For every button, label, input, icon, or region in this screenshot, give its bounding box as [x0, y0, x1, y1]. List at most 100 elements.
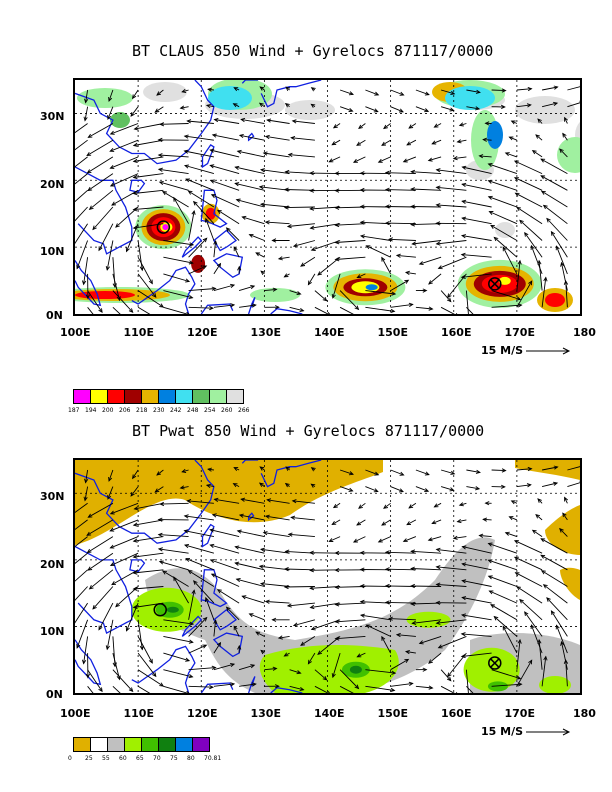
wind-arrowhead — [83, 116, 88, 122]
wind-arrowhead — [428, 685, 434, 690]
panel2-colorbar-swatch-3 — [124, 737, 142, 752]
wind-arrowhead — [84, 98, 89, 104]
wind-arrow — [516, 88, 532, 91]
moist-band-gray — [145, 537, 495, 693]
wind-arrow — [515, 192, 543, 208]
wind-arrowhead — [204, 596, 209, 602]
wind-arrowhead — [322, 296, 328, 302]
wind-arrowhead — [310, 483, 316, 488]
wind-arrow — [505, 532, 518, 538]
wind-arrowhead — [537, 118, 542, 124]
wind-arrow — [184, 515, 214, 521]
wind-arrowhead — [211, 286, 217, 291]
wind-arrowhead — [530, 244, 535, 250]
wind-arrowhead — [260, 270, 266, 275]
wind-arrowhead — [132, 142, 138, 147]
wind-arrowhead — [85, 673, 91, 679]
wind-arrow — [567, 102, 580, 108]
wind-arrow — [540, 158, 568, 174]
wind-arrow — [184, 135, 214, 141]
wind-arrow — [278, 256, 290, 260]
wind-arrowhead — [504, 531, 510, 536]
wind-arrow — [502, 626, 518, 654]
wind-arrow — [89, 189, 114, 210]
wind-arrow — [87, 669, 103, 692]
wind-arrowhead — [188, 674, 194, 679]
wind-arrowhead — [358, 504, 363, 509]
wind-arrowhead — [111, 201, 117, 206]
wind-arrowhead — [461, 182, 467, 187]
wind-arrowhead — [157, 137, 163, 143]
wind-arrow — [284, 586, 315, 588]
wind-arrow — [461, 273, 492, 278]
wind-arrow — [459, 502, 467, 506]
wind-arrowhead — [109, 164, 115, 169]
wind-arrowhead — [517, 638, 522, 644]
wind-arrowhead — [461, 216, 467, 221]
wind-arrowhead — [475, 469, 481, 474]
wind-arrow — [366, 245, 391, 258]
wind-arrow — [87, 552, 114, 571]
wind-arrowhead — [331, 293, 336, 299]
wind-arrow — [540, 554, 568, 571]
wind-arrow — [214, 498, 240, 504]
wind-arrowhead — [535, 134, 541, 139]
wind-arrow — [516, 639, 521, 670]
wind-arrow — [390, 469, 404, 476]
wind-arrowhead — [334, 636, 340, 641]
wind-arrowhead — [116, 675, 121, 681]
wind-arrowhead — [531, 529, 537, 534]
wind-arrowhead — [286, 224, 292, 229]
wind-arrowhead — [109, 510, 115, 515]
wind-arrow — [567, 466, 580, 471]
wind-arrowhead — [433, 123, 439, 128]
wind-arrow — [188, 644, 207, 654]
wind-arrow — [289, 669, 301, 674]
wind-arrowhead — [388, 616, 393, 621]
wind-arrowhead — [560, 640, 565, 646]
wind-arrowhead — [88, 205, 94, 210]
wind-arrowhead — [487, 542, 493, 547]
wind-arrowhead — [317, 650, 323, 655]
wind-arrowhead — [132, 158, 138, 164]
wind-arrowhead — [233, 625, 238, 631]
wind-arrow — [390, 279, 409, 291]
wind-arrow — [339, 669, 359, 689]
panel1-lon-130e: 130E — [250, 326, 281, 339]
wind-arrowhead — [207, 87, 213, 92]
wind-arrowhead — [531, 150, 537, 155]
wind-arrow — [112, 257, 116, 288]
wind-arrowhead — [487, 559, 493, 564]
wind-arrowhead — [185, 557, 191, 562]
wind-arrowhead — [334, 619, 340, 624]
wind-arrow — [110, 156, 139, 169]
dry-region-ne-top — [515, 460, 580, 480]
wind-arrow — [436, 169, 467, 175]
wind-arrowhead — [87, 566, 93, 571]
wind-arrowhead — [181, 88, 187, 93]
wind-arrow — [405, 271, 416, 275]
wind-arrowhead — [402, 538, 408, 543]
wind-arrow — [112, 685, 121, 693]
wind-arrowhead — [115, 223, 120, 228]
cloud-cyan-a — [208, 86, 252, 110]
wind-arrowhead — [132, 538, 138, 543]
wind-arrow — [188, 288, 216, 292]
wind-arrow — [415, 685, 433, 689]
wind-arrowhead — [526, 103, 532, 108]
wind-arrowhead — [377, 158, 383, 163]
wind-arrowhead — [553, 481, 559, 486]
cloud-gray-0 — [143, 82, 187, 102]
wind-arrowhead — [327, 691, 330, 693]
wind-arrow — [365, 486, 378, 492]
wind-arrow — [538, 639, 543, 670]
wind-arrowhead — [151, 293, 157, 298]
wind-arrow — [255, 631, 265, 637]
panel1-colorbar-swatch-3 — [124, 389, 142, 404]
wind-arrowhead — [159, 122, 165, 127]
wind-arrow — [331, 519, 341, 525]
cyclone2-red — [481, 274, 518, 293]
wind-arrowhead — [309, 170, 314, 176]
wind-arrow — [541, 102, 558, 108]
panel1-colorbar-swatch-8 — [209, 389, 227, 404]
